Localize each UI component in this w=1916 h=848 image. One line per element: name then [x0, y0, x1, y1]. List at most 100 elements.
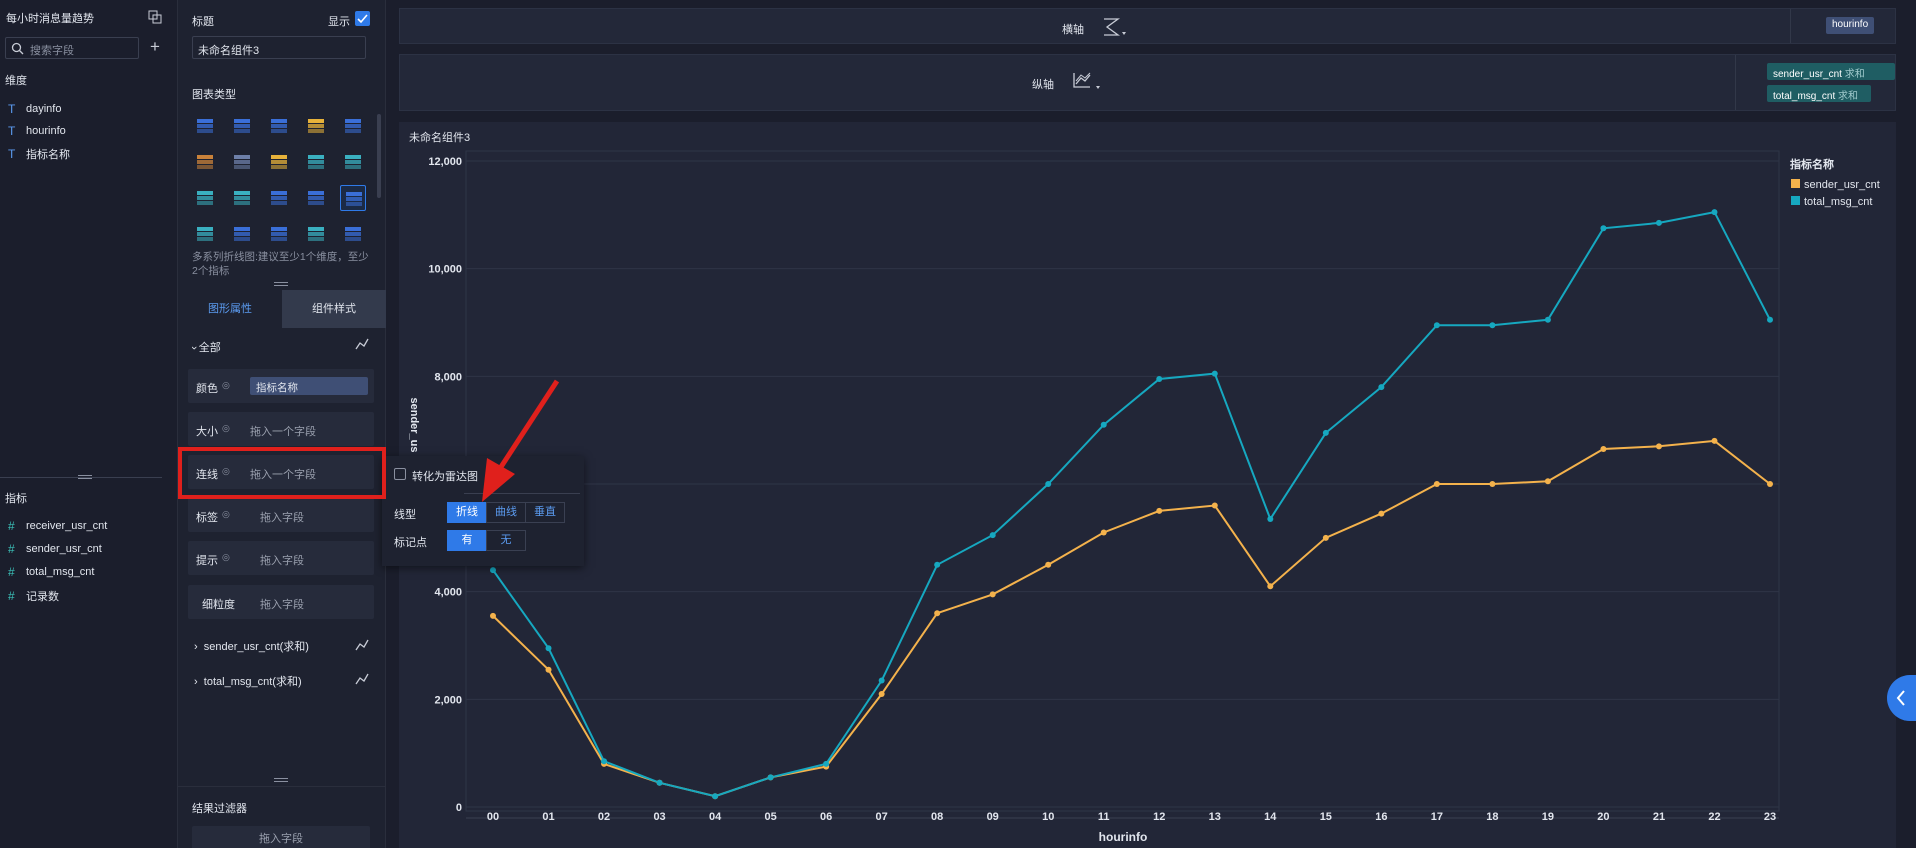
chart-type-radar-icon[interactable]: [192, 221, 218, 247]
data-point-total_msg_cnt[interactable]: [1767, 316, 1773, 323]
x-axis-shelf[interactable]: 横轴 hourinfo: [399, 8, 1896, 44]
chart-type-stack-icon[interactable]: [192, 149, 218, 175]
data-point-total_msg_cnt[interactable]: [823, 760, 830, 767]
data-point-sender_usr_cnt[interactable]: [1378, 510, 1385, 517]
field-search-input[interactable]: 搜索字段: [5, 37, 139, 59]
y-axis-chart-type-icon[interactable]: [1072, 71, 1106, 91]
chart-type-crosstab-icon[interactable]: [229, 113, 255, 139]
all-section-toggle[interactable]: › 全部: [187, 342, 221, 354]
chart-type-bar-icon[interactable]: [303, 149, 329, 175]
prop-granularity[interactable]: 细粒度 拖入字段: [188, 585, 374, 619]
data-point-total_msg_cnt[interactable]: [1322, 429, 1329, 436]
data-point-total_msg_cnt[interactable]: [878, 677, 885, 684]
y-axis-field-pill[interactable]: total_msg_cnt 求和: [1767, 85, 1871, 102]
chart-type-pivot-icon[interactable]: [229, 149, 255, 175]
y-axis-field-pill[interactable]: sender_usr_cnt 求和: [1767, 63, 1895, 80]
data-point-sender_usr_cnt[interactable]: [1711, 437, 1718, 444]
data-point-total_msg_cnt[interactable]: [712, 793, 719, 800]
chart-type-dots-icon[interactable]: [266, 221, 292, 247]
prop-size[interactable]: 大小 ◎ 拖入一个字段: [188, 412, 374, 446]
line-type-polyline[interactable]: 折线: [447, 502, 487, 523]
data-point-total_msg_cnt[interactable]: [1711, 209, 1718, 216]
filter-drop-zone[interactable]: 拖入字段: [192, 826, 370, 848]
data-point-sender_usr_cnt[interactable]: [878, 690, 885, 697]
chart-type-number-icon[interactable]: [340, 113, 366, 139]
resize-handle-icon[interactable]: [274, 778, 288, 782]
scrollbar[interactable]: [377, 114, 381, 198]
data-point-sender_usr_cnt[interactable]: [1433, 481, 1440, 487]
chart-type-area-icon[interactable]: [303, 185, 329, 211]
dimension-item[interactable]: T 指标名称: [8, 147, 70, 161]
data-point-sender_usr_cnt[interactable]: [545, 666, 552, 673]
resize-handle-icon[interactable]: [78, 475, 92, 479]
line-chart-icon[interactable]: [354, 671, 370, 687]
prop-tooltip[interactable]: 提示 ◎ 拖入字段: [188, 541, 374, 575]
chart-type-scatter-icon[interactable]: [266, 185, 292, 211]
data-point-total_msg_cnt[interactable]: [934, 561, 941, 568]
measure-item[interactable]: # 记录数: [8, 589, 59, 603]
data-point-total_msg_cnt[interactable]: [1100, 421, 1107, 428]
data-point-total_msg_cnt[interactable]: [1211, 370, 1218, 377]
panel-divider[interactable]: [0, 477, 162, 478]
x-axis-field-pill[interactable]: hourinfo: [1826, 17, 1875, 34]
data-point-sender_usr_cnt[interactable]: [1211, 502, 1218, 509]
data-point-sender_usr_cnt[interactable]: [490, 612, 496, 619]
data-point-sender_usr_cnt[interactable]: [1156, 507, 1163, 514]
prop-connect-line[interactable]: 连线 ◎ 拖入一个字段: [188, 455, 374, 489]
collapse-panel-button[interactable]: [1887, 675, 1916, 721]
data-point-total_msg_cnt[interactable]: [601, 758, 608, 765]
switch-dataset-icon[interactable]: [148, 10, 162, 24]
y-axis-shelf[interactable]: 纵轴 sender_usr_cnt 求和 total_msg_cnt 求和: [399, 54, 1896, 111]
chart-type-bubble-icon[interactable]: [303, 221, 329, 247]
data-point-total_msg_cnt[interactable]: [1045, 481, 1052, 487]
series-item[interactable]: › sender_usr_cnt(求和): [194, 641, 309, 653]
color-field-pill[interactable]: 指标名称: [250, 377, 368, 395]
data-point-total_msg_cnt[interactable]: [1489, 322, 1496, 329]
data-point-sender_usr_cnt[interactable]: [1767, 481, 1773, 487]
data-point-sender_usr_cnt[interactable]: [1267, 583, 1274, 590]
data-point-sender_usr_cnt[interactable]: [1600, 446, 1607, 453]
data-point-total_msg_cnt[interactable]: [490, 567, 496, 574]
data-point-total_msg_cnt[interactable]: [1600, 225, 1607, 232]
series-item[interactable]: › total_msg_cnt(求和): [194, 676, 302, 688]
chart-type-histogram-icon[interactable]: [192, 185, 218, 211]
data-point-sender_usr_cnt[interactable]: [1544, 478, 1551, 485]
chart-type-pie-icon[interactable]: [340, 221, 366, 247]
add-field-icon[interactable]: +: [150, 37, 160, 56]
x-axis-chart-type-icon[interactable]: [1102, 17, 1132, 37]
series-line-sender_usr_cnt[interactable]: [492, 439, 1771, 798]
line-chart-icon[interactable]: [354, 637, 370, 653]
data-point-total_msg_cnt[interactable]: [1156, 376, 1163, 383]
chart-type-heatmap-icon[interactable]: [266, 149, 292, 175]
resize-handle-icon[interactable]: [274, 282, 288, 286]
data-point-total_msg_cnt[interactable]: [656, 779, 663, 786]
chart-type-kpi-icon[interactable]: [303, 113, 329, 139]
tab-component-style[interactable]: 组件样式: [282, 290, 386, 328]
prop-color[interactable]: 颜色 ◎ 指标名称: [188, 369, 374, 403]
data-point-sender_usr_cnt[interactable]: [1045, 561, 1052, 568]
prop-label[interactable]: 标签 ◎ 拖入字段: [188, 498, 374, 532]
data-point-sender_usr_cnt[interactable]: [934, 610, 941, 617]
chart-type-table-icon[interactable]: [192, 113, 218, 139]
legend-item-sender[interactable]: sender_usr_cnt: [1804, 179, 1880, 191]
chart-type-grid-icon[interactable]: [266, 113, 292, 139]
data-point-total_msg_cnt[interactable]: [545, 645, 552, 652]
data-point-total_msg_cnt[interactable]: [1544, 316, 1551, 323]
show-title-checkbox[interactable]: [355, 11, 370, 26]
data-point-sender_usr_cnt[interactable]: [1100, 529, 1107, 536]
marker-on[interactable]: 有: [447, 530, 487, 551]
data-point-total_msg_cnt[interactable]: [1433, 322, 1440, 329]
data-point-total_msg_cnt[interactable]: [1378, 384, 1385, 391]
data-point-sender_usr_cnt[interactable]: [1322, 534, 1329, 541]
chart-type-hbar-icon[interactable]: [229, 185, 255, 211]
line-chart-icon[interactable]: [354, 336, 370, 352]
data-point-sender_usr_cnt[interactable]: [1489, 481, 1496, 487]
data-point-sender_usr_cnt[interactable]: [1655, 443, 1662, 450]
marker-off[interactable]: 无: [486, 530, 526, 551]
data-point-total_msg_cnt[interactable]: [1267, 515, 1274, 522]
title-input[interactable]: 未命名组件3: [192, 36, 366, 59]
data-point-total_msg_cnt[interactable]: [989, 532, 996, 539]
measure-item[interactable]: # receiver_usr_cnt: [8, 519, 108, 533]
